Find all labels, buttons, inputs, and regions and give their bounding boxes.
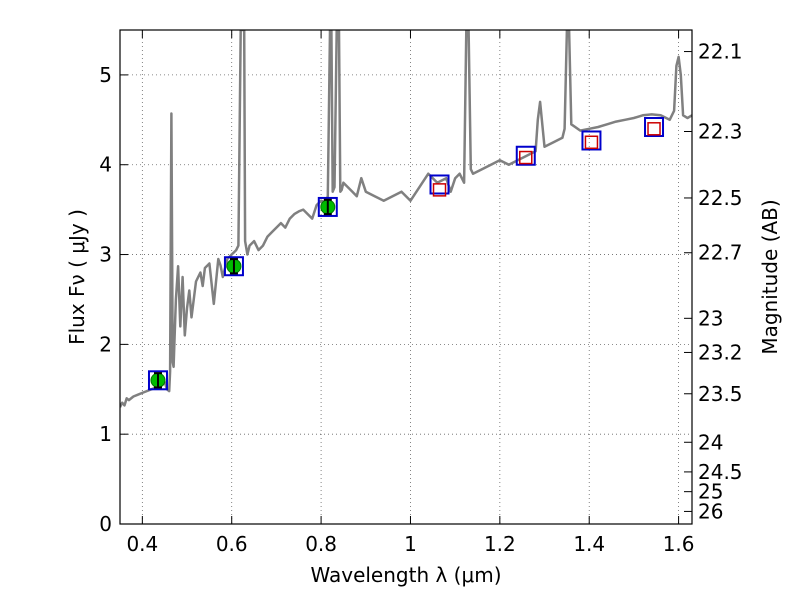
model-point-box (515, 145, 536, 166)
spectrum-layer (120, 30, 692, 408)
magnitude-tick-label: 24 (698, 430, 723, 454)
photometry-points-layer (147, 117, 665, 391)
y-tick-label: 0 (99, 512, 112, 536)
y-tick-label: 2 (99, 332, 112, 356)
y-axis-label: Flux Fν ( μJy ) (65, 209, 89, 345)
magnitude-tick-label: 22.3 (698, 119, 743, 143)
x-tick-label: 1.6 (663, 532, 695, 556)
model-point-box (317, 196, 338, 217)
magnitude-tick-label: 23.5 (698, 382, 743, 406)
x-tick-label: 0.4 (126, 532, 158, 556)
magnitude-tick-label: 24.5 (698, 460, 743, 484)
plot-frame (119, 29, 693, 525)
x-tick-label: 0.6 (216, 532, 248, 556)
predicted-point (584, 135, 599, 150)
predicted-point (432, 183, 447, 197)
x-tick-label: 1.4 (573, 532, 605, 556)
y-tick-label: 4 (99, 153, 112, 177)
x-tick-label: 1 (404, 532, 417, 556)
model-point-box (429, 174, 450, 195)
model-point-box (147, 370, 168, 391)
y-tick-label: 5 (99, 63, 112, 87)
magnitude-tick-label: 23.2 (698, 340, 743, 364)
spectrum-line (120, 30, 692, 408)
x-axis-label: Wavelength λ (μm) (310, 563, 501, 587)
model-point-box (644, 117, 665, 138)
magnitude-tick-label: 22.7 (698, 241, 743, 265)
y-tick-label: 1 (99, 422, 112, 446)
x-tick-label: 1.2 (484, 532, 516, 556)
x-tick-label: 0.8 (305, 532, 337, 556)
magnitude-tick-label: 26 (698, 499, 723, 523)
model-point-box (223, 256, 244, 277)
grid-lines (120, 30, 692, 525)
magnitude-tick-label: 22.1 (698, 40, 743, 64)
y-tick-label: 3 (99, 243, 112, 267)
axis-ticks: 0.4 0.6 0.8 1 1.2 1.4 1.601234522.122.322.522.… (99, 30, 743, 556)
magnitude-axis-label: Magnitude (AB) (758, 199, 782, 354)
predicted-point (519, 150, 533, 165)
magnitude-tick-label: 23 (698, 306, 723, 330)
model-point-box (581, 130, 602, 151)
magnitude-tick-label: 22.5 (698, 186, 743, 210)
magnitude-tick-label: 25 (698, 480, 723, 504)
predicted-point (647, 122, 661, 136)
